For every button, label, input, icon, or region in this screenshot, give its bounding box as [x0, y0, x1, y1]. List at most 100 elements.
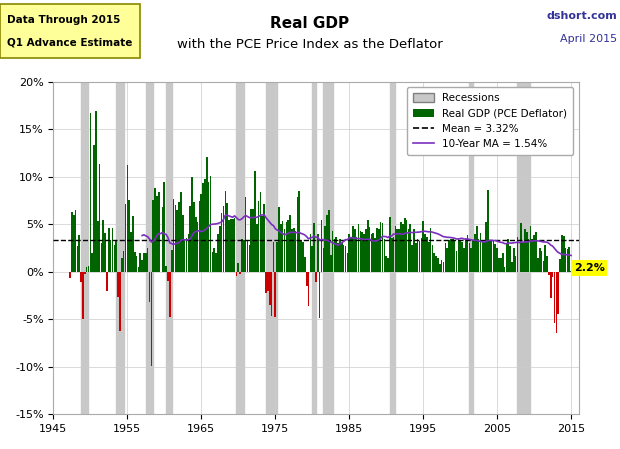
Bar — [226, 203, 228, 272]
Bar — [239, 272, 241, 274]
Bar — [350, 237, 352, 272]
Bar — [503, 267, 505, 272]
Bar — [89, 113, 91, 272]
Bar — [437, 258, 439, 272]
Bar — [200, 194, 202, 272]
Bar — [505, 244, 507, 272]
Bar — [417, 238, 419, 272]
Bar — [348, 234, 350, 272]
Bar — [565, 248, 567, 272]
Bar — [533, 235, 535, 272]
Bar — [426, 237, 428, 272]
Bar — [382, 223, 383, 272]
Bar — [91, 253, 93, 272]
Bar — [388, 258, 389, 272]
Bar — [252, 209, 254, 272]
Bar — [511, 262, 513, 272]
Bar — [389, 217, 391, 272]
Bar — [432, 245, 433, 272]
Bar — [309, 234, 311, 272]
Bar — [413, 229, 415, 272]
Bar — [535, 232, 537, 272]
Bar — [126, 165, 128, 272]
Bar — [476, 226, 477, 272]
Bar — [113, 245, 115, 272]
Bar — [356, 237, 358, 272]
Bar — [247, 242, 249, 272]
Bar — [296, 197, 298, 272]
Bar — [500, 258, 502, 272]
Bar — [171, 250, 172, 272]
Bar — [337, 243, 339, 272]
Bar — [495, 244, 496, 272]
Bar — [326, 215, 328, 272]
Bar — [81, 82, 89, 414]
Bar — [223, 206, 224, 272]
Bar — [195, 217, 197, 272]
Bar — [509, 246, 511, 272]
Bar — [439, 264, 441, 272]
Bar — [262, 216, 263, 272]
Bar — [524, 229, 526, 272]
Bar — [110, 239, 112, 272]
Bar — [141, 260, 143, 272]
Text: Q1 Advance Estimate: Q1 Advance Estimate — [7, 37, 133, 47]
Bar — [211, 252, 213, 272]
Bar — [158, 192, 159, 272]
Bar — [82, 272, 84, 319]
Bar — [84, 272, 86, 274]
Bar — [487, 190, 489, 272]
Bar — [217, 234, 219, 272]
Bar — [369, 227, 370, 272]
Bar — [143, 253, 145, 272]
Bar — [347, 253, 348, 272]
Bar — [341, 243, 343, 272]
Bar — [469, 82, 473, 414]
Bar — [112, 228, 113, 272]
Bar — [151, 272, 152, 366]
Bar — [339, 238, 341, 272]
Bar — [265, 272, 267, 293]
Bar — [559, 260, 561, 272]
Bar — [182, 215, 184, 272]
Bar — [302, 242, 304, 272]
Bar — [411, 245, 413, 272]
Bar — [291, 229, 293, 272]
Bar — [234, 218, 236, 272]
Bar — [266, 82, 277, 414]
Bar — [371, 234, 372, 272]
Bar — [497, 248, 498, 272]
Bar — [324, 82, 332, 414]
Bar — [384, 238, 385, 272]
Bar — [169, 272, 171, 317]
Bar — [485, 222, 487, 272]
Bar — [522, 243, 524, 272]
Bar — [115, 241, 117, 272]
Bar — [552, 272, 554, 277]
Bar — [286, 222, 287, 272]
Bar — [71, 212, 73, 272]
Bar — [308, 272, 309, 306]
Bar — [221, 213, 223, 272]
Bar — [273, 242, 274, 272]
Bar — [435, 255, 437, 272]
Bar — [258, 201, 259, 272]
Bar — [330, 255, 332, 272]
Bar — [315, 272, 317, 282]
Bar — [134, 252, 136, 272]
Bar — [228, 220, 230, 272]
Bar — [441, 260, 443, 272]
Bar — [569, 247, 570, 272]
Text: Real GDP: Real GDP — [270, 16, 350, 31]
Bar — [516, 237, 518, 272]
Bar — [213, 248, 215, 272]
Bar — [493, 239, 494, 272]
Bar — [345, 246, 347, 272]
Bar — [193, 202, 195, 272]
Bar — [166, 266, 167, 272]
Bar — [210, 176, 211, 272]
Bar — [446, 248, 448, 272]
Bar — [380, 222, 381, 272]
Bar — [149, 272, 150, 302]
Bar — [298, 191, 300, 272]
